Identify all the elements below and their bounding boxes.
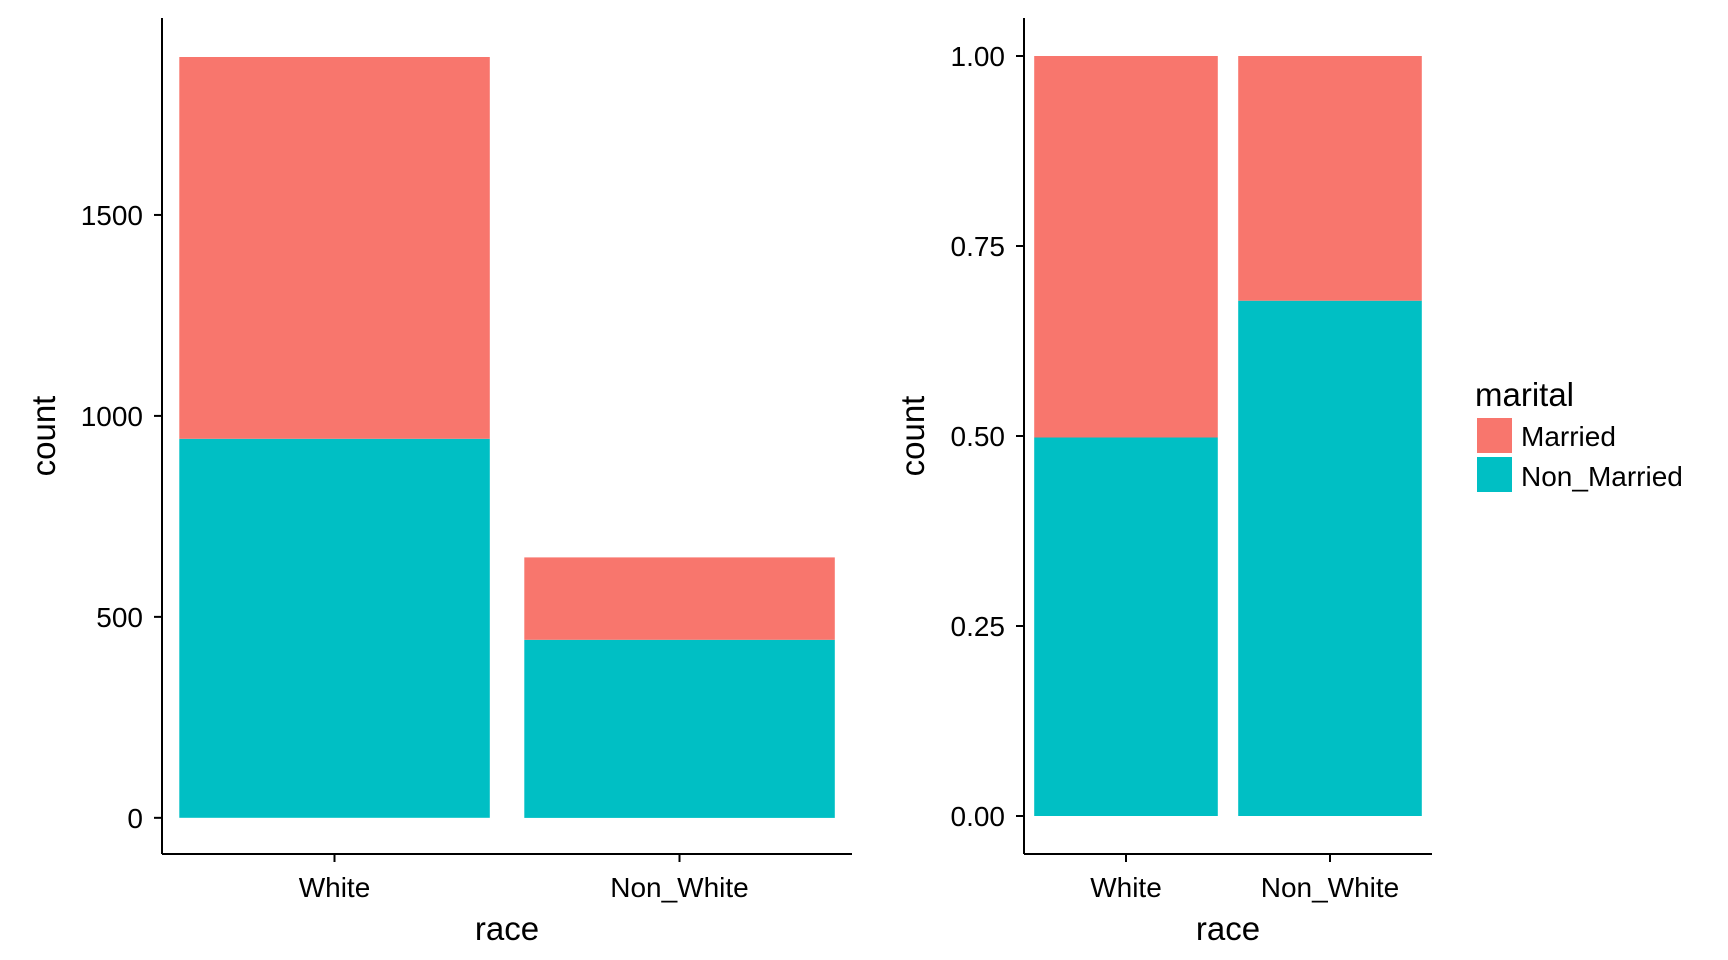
bar-non-white-non-married [524, 639, 835, 818]
bar-non-white-married [1238, 56, 1422, 301]
x-axis-title: race [475, 910, 539, 947]
y-tick-label: 0.50 [951, 421, 1006, 452]
y-tick-label: 1.00 [951, 41, 1006, 72]
y-tick-label: 0 [127, 803, 143, 834]
legend-title: marital [1475, 376, 1574, 413]
y-tick-label: 0.25 [951, 611, 1006, 642]
bar-non-white-married [524, 557, 835, 640]
bar-white-married [1034, 56, 1218, 438]
bar-white-non-married [1034, 437, 1218, 816]
bar-white-married [179, 57, 490, 439]
y-tick-label: 0.00 [951, 801, 1006, 832]
bar-white-non-married [179, 438, 490, 818]
y-tick-label: 1000 [81, 401, 143, 432]
y-axis-title: count [894, 396, 931, 477]
y-tick-label: 1500 [81, 200, 143, 231]
legend-swatch-non-married [1477, 457, 1512, 492]
bar-non-white-non-married [1238, 300, 1422, 816]
x-tick-label-white: White [1090, 872, 1162, 903]
y-axis-title: count [25, 396, 62, 477]
legend-label-married: Married [1521, 421, 1616, 452]
x-tick-label-non-white: Non_White [1261, 872, 1400, 903]
x-tick-label-white: White [299, 872, 371, 903]
x-tick-label-non-white: Non_White [610, 872, 749, 903]
y-tick-label: 500 [96, 602, 143, 633]
legend-label-non-married: Non_Married [1521, 461, 1683, 492]
legend-swatch-married [1477, 418, 1512, 453]
legend: marital Married Non_Married [1475, 376, 1683, 492]
y-tick-label: 0.75 [951, 231, 1006, 262]
x-axis-title: race [1196, 910, 1260, 947]
